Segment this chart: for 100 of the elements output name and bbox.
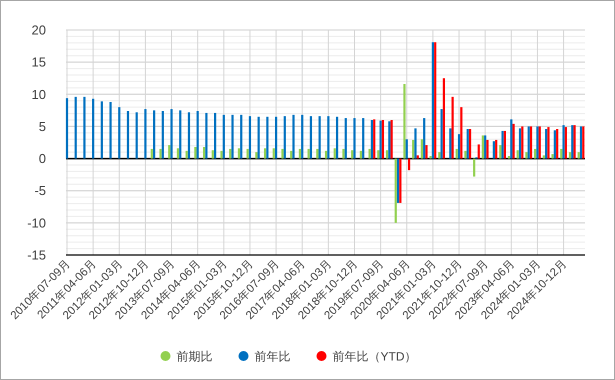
bar xyxy=(170,109,173,159)
bar xyxy=(231,114,234,159)
bar xyxy=(377,150,380,159)
legend-label: 前年比（YTD） xyxy=(332,350,416,364)
bar xyxy=(521,126,524,159)
bar xyxy=(109,102,112,159)
bar xyxy=(564,127,567,159)
bar xyxy=(390,120,393,159)
y-tick-label: 5 xyxy=(38,118,46,134)
bar xyxy=(205,112,208,159)
bar xyxy=(301,114,304,159)
bar xyxy=(83,96,86,159)
bar xyxy=(255,152,258,159)
bar xyxy=(516,150,519,159)
bar xyxy=(562,125,565,159)
bar xyxy=(394,158,397,223)
bar xyxy=(136,112,138,159)
bar xyxy=(525,152,528,159)
bar xyxy=(229,148,232,159)
bar xyxy=(545,129,548,159)
bar xyxy=(456,148,458,159)
bar xyxy=(571,125,574,159)
bar xyxy=(460,107,462,159)
bar xyxy=(434,42,436,159)
bar xyxy=(274,116,278,159)
bar xyxy=(74,96,77,159)
bar xyxy=(495,140,498,159)
bar xyxy=(222,114,225,159)
bar xyxy=(188,112,190,159)
bar xyxy=(373,119,376,159)
bar xyxy=(556,129,558,159)
bar xyxy=(370,120,374,159)
bar xyxy=(118,107,120,159)
bar xyxy=(153,110,156,159)
bar xyxy=(334,148,336,159)
bar xyxy=(528,126,530,159)
bar xyxy=(486,140,489,159)
bar xyxy=(380,120,382,159)
bar xyxy=(478,144,480,159)
bar xyxy=(547,127,550,159)
bar xyxy=(414,128,417,159)
bar xyxy=(536,126,539,159)
bar xyxy=(66,98,68,159)
bar xyxy=(258,116,260,159)
bar xyxy=(551,154,554,159)
bar xyxy=(212,150,214,159)
bar xyxy=(578,152,580,159)
bar xyxy=(538,126,541,159)
bar xyxy=(327,116,330,159)
bar xyxy=(162,111,164,159)
bar xyxy=(440,109,443,159)
bar xyxy=(292,114,295,159)
bar xyxy=(92,98,94,159)
bar xyxy=(351,150,354,159)
bar xyxy=(168,145,170,159)
bar xyxy=(432,42,434,159)
bar xyxy=(580,126,582,159)
bar xyxy=(150,148,153,159)
bar xyxy=(412,140,414,159)
legend-label: 前期比 xyxy=(176,350,212,364)
bar xyxy=(530,126,532,159)
bar xyxy=(388,121,390,159)
bar xyxy=(452,96,454,159)
bar xyxy=(406,139,408,159)
bar xyxy=(582,126,584,159)
bar xyxy=(214,112,216,159)
bar xyxy=(126,111,130,159)
bar xyxy=(144,109,147,159)
bar xyxy=(442,78,446,159)
bar xyxy=(310,116,312,159)
bar xyxy=(408,158,410,170)
bar xyxy=(100,101,103,159)
bar xyxy=(438,152,440,159)
bar xyxy=(196,111,199,159)
bar xyxy=(386,150,388,159)
bar xyxy=(344,118,347,159)
bar xyxy=(179,110,182,159)
bar xyxy=(353,118,356,159)
bar xyxy=(484,135,486,159)
bar xyxy=(466,129,469,159)
bar xyxy=(416,155,419,159)
y-tick-label: 0 xyxy=(38,151,46,166)
y-tick-label: -15 xyxy=(27,248,46,262)
bar xyxy=(554,130,556,159)
bar xyxy=(512,124,515,159)
bar xyxy=(266,116,268,159)
bar xyxy=(248,116,252,159)
y-tick-label: -5 xyxy=(34,183,46,198)
bar xyxy=(510,119,512,159)
bar xyxy=(362,118,364,159)
y-tick-label: 10 xyxy=(32,86,46,102)
bar xyxy=(240,114,242,159)
y-tick-label: 20 xyxy=(32,22,46,38)
bar xyxy=(403,84,406,159)
bar xyxy=(499,145,502,159)
y-tick-label: -10 xyxy=(27,215,46,230)
bar xyxy=(518,128,522,159)
bar xyxy=(568,152,572,159)
bar xyxy=(194,147,196,159)
bar xyxy=(473,158,476,177)
